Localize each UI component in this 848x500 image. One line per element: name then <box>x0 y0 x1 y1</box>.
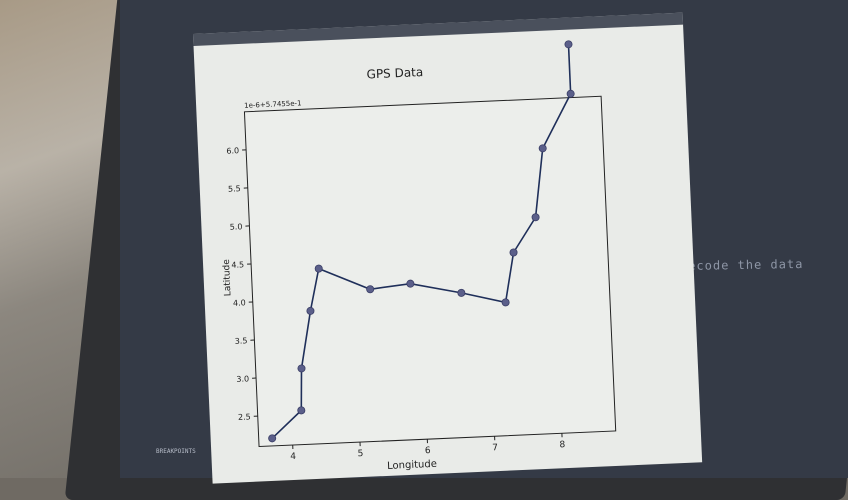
chart-title: GPS Data <box>366 65 423 81</box>
gps-data-point <box>407 280 415 288</box>
axis-offset-label: 1e-6+5.7455e-1 <box>244 99 302 109</box>
y-axis-label: Latitude <box>222 259 234 297</box>
gps-data-point <box>307 307 315 315</box>
gps-data-point <box>567 90 575 98</box>
gps-chart: 4 5 6 7 8 2.5 3.0 3.5 4.0 4.5 5.0 5.5 6.0 GPS Data 1e-… <box>193 13 702 484</box>
breakpoints-label: BREAKPOINTS <box>156 448 196 455</box>
terminal-text: decode the data <box>680 257 804 273</box>
gps-data-point <box>315 265 323 273</box>
x-tick-label: 5 <box>357 449 363 459</box>
gps-data-point <box>298 407 306 415</box>
x-tick-label: 4 <box>290 452 296 462</box>
gps-data-point <box>532 213 540 221</box>
gps-data-point <box>565 41 573 49</box>
y-tick-label: 4.5 <box>231 260 244 270</box>
y-tick-label: 3.5 <box>235 336 248 346</box>
gps-data-point <box>298 365 306 373</box>
y-tick-label: 5.5 <box>228 184 241 194</box>
gps-data-point <box>502 299 510 307</box>
gps-data-point <box>268 435 276 443</box>
x-tick-label: 7 <box>492 443 498 453</box>
gps-data-point <box>539 145 547 153</box>
y-tick-label: 6.0 <box>226 146 239 156</box>
x-tick-label: 6 <box>425 446 431 456</box>
y-tick-label: 5.0 <box>230 222 243 232</box>
gps-data-point <box>366 285 374 293</box>
y-tick-label: 3.0 <box>236 374 249 384</box>
x-axis-label: Longitude <box>387 459 437 472</box>
x-tick-label: 8 <box>559 440 565 450</box>
y-tick-label: 2.5 <box>238 412 251 422</box>
gps-data-point <box>458 289 466 297</box>
plot-area <box>244 96 615 446</box>
y-tick-label: 4.0 <box>233 298 246 308</box>
figure-window[interactable]: 4 5 6 7 8 2.5 3.0 3.5 4.0 4.5 5.0 5.5 6.0 GPS Data 1e-… <box>193 13 702 484</box>
gps-data-point <box>510 249 518 257</box>
